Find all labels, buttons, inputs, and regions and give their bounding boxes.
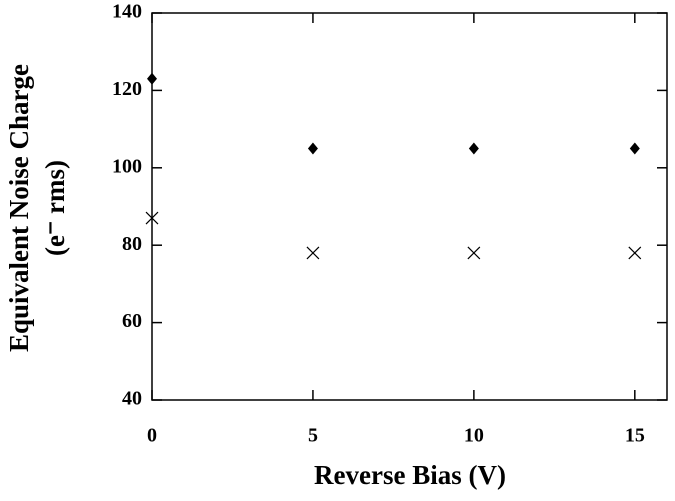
y-tick-label: 60: [122, 310, 142, 332]
data-point: [629, 142, 640, 155]
y-tick-label: 120: [112, 78, 142, 100]
y-tick-label: 140: [112, 1, 142, 23]
data-point: [307, 142, 318, 155]
x-tick-label: 5: [308, 425, 318, 447]
y-axis-title: (e⁻ rms): [40, 160, 70, 256]
data-point: [147, 72, 157, 85]
y-tick-label: 80: [122, 233, 142, 255]
x-axis-title: Reverse Bias (V): [314, 460, 506, 490]
x-tick-label: 15: [625, 425, 645, 447]
y-tick-label: 40: [122, 388, 142, 410]
data-point: [306, 246, 320, 260]
y-tick-label: 100: [112, 155, 142, 177]
plot-frame: [151, 12, 668, 401]
data-point: [468, 142, 479, 155]
data-point: [145, 211, 159, 225]
x-tick-label: 10: [464, 425, 484, 447]
data-point: [628, 246, 642, 260]
y-axis-title: Equivalent Noise Charge: [4, 64, 34, 352]
x-tick-label: 0: [147, 425, 157, 447]
data-point: [467, 246, 481, 260]
